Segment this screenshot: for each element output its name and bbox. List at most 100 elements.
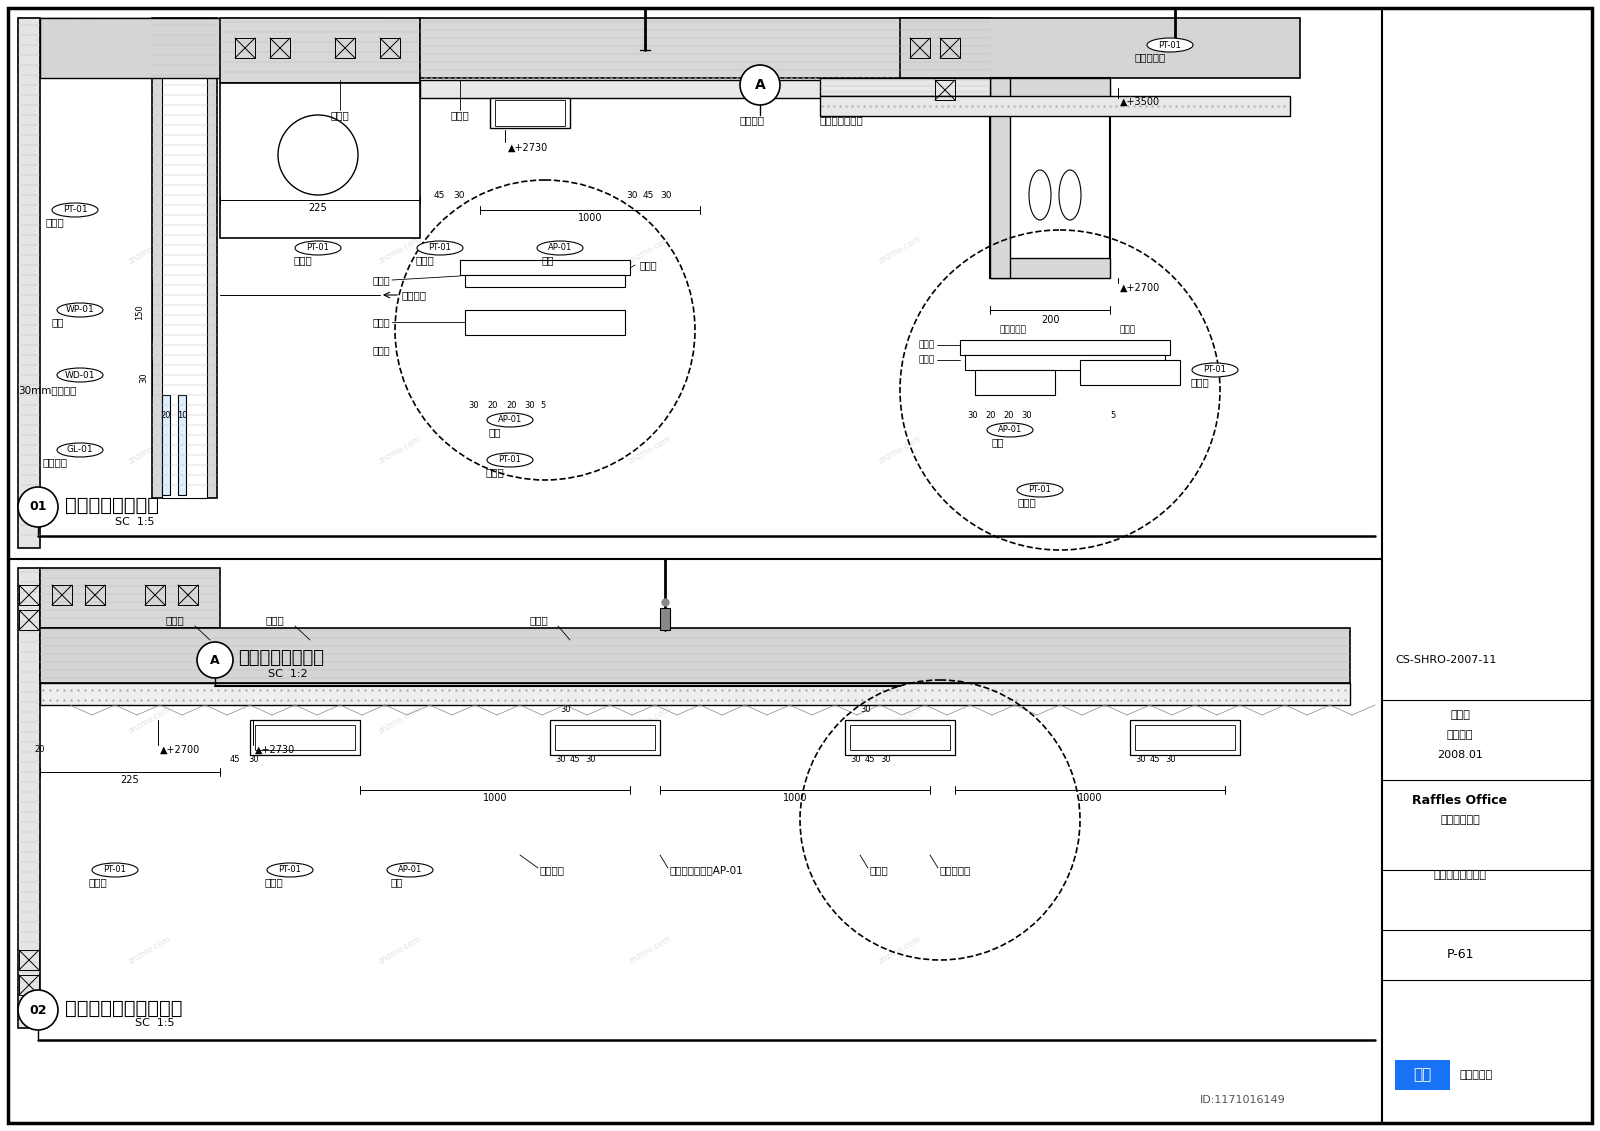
Text: ▲+2730: ▲+2730 bbox=[254, 745, 296, 756]
Ellipse shape bbox=[486, 413, 533, 428]
Text: AP-01: AP-01 bbox=[547, 243, 573, 252]
Text: ▲+2700: ▲+2700 bbox=[160, 745, 200, 756]
Bar bbox=[178, 395, 186, 495]
Bar bbox=[152, 18, 218, 498]
Text: PT-01: PT-01 bbox=[307, 243, 330, 252]
Text: AP-01: AP-01 bbox=[998, 425, 1022, 434]
Text: 30mm木线收边: 30mm木线收边 bbox=[18, 385, 77, 395]
Ellipse shape bbox=[1018, 483, 1062, 497]
Text: 墙布: 墙布 bbox=[51, 317, 64, 327]
Text: 升降投影屏节点示意图: 升降投影屏节点示意图 bbox=[66, 999, 182, 1018]
Text: PT-01: PT-01 bbox=[104, 865, 126, 874]
Bar bbox=[1080, 360, 1181, 385]
Text: znzmo.com: znzmo.com bbox=[378, 934, 422, 966]
Ellipse shape bbox=[51, 202, 98, 217]
Bar bbox=[51, 585, 72, 605]
Bar bbox=[965, 355, 1165, 370]
Bar bbox=[18, 18, 40, 549]
Bar bbox=[819, 78, 990, 96]
Text: 乳胶漆: 乳胶漆 bbox=[416, 254, 434, 265]
Bar bbox=[974, 370, 1054, 395]
Text: ▲+2700: ▲+2700 bbox=[1120, 283, 1160, 293]
Text: 5: 5 bbox=[1110, 411, 1115, 420]
Ellipse shape bbox=[1147, 38, 1194, 52]
Ellipse shape bbox=[294, 241, 341, 254]
Bar bbox=[419, 80, 990, 98]
Ellipse shape bbox=[58, 443, 102, 457]
Text: 30: 30 bbox=[626, 190, 637, 199]
Text: 沾贴膜: 沾贴膜 bbox=[165, 615, 184, 625]
Text: 200: 200 bbox=[1040, 316, 1059, 325]
Text: 20: 20 bbox=[35, 745, 45, 754]
Circle shape bbox=[18, 990, 58, 1030]
Ellipse shape bbox=[93, 863, 138, 877]
Text: 大会议天花节点图: 大会议天花节点图 bbox=[66, 495, 158, 515]
Text: AP-01: AP-01 bbox=[498, 415, 522, 424]
Text: 铝板: 铝板 bbox=[992, 437, 1005, 447]
Text: PT-01: PT-01 bbox=[429, 243, 451, 252]
Bar bbox=[850, 725, 950, 750]
Text: A: A bbox=[210, 654, 219, 666]
Text: 铝合金配件: 铝合金配件 bbox=[1000, 326, 1027, 335]
Text: 百叶窗帘: 百叶窗帘 bbox=[402, 290, 427, 300]
Circle shape bbox=[18, 487, 58, 527]
Ellipse shape bbox=[1192, 363, 1238, 377]
Text: 30: 30 bbox=[880, 756, 891, 765]
Text: 沾贴膜: 沾贴膜 bbox=[331, 110, 349, 120]
Bar bbox=[899, 18, 1299, 78]
Text: znzmo.com: znzmo.com bbox=[378, 705, 422, 736]
Text: 45: 45 bbox=[570, 756, 581, 765]
Text: 20: 20 bbox=[160, 411, 171, 420]
Text: 20: 20 bbox=[986, 411, 995, 420]
Bar bbox=[466, 275, 626, 287]
Bar bbox=[990, 78, 1110, 278]
Circle shape bbox=[739, 64, 781, 105]
Text: PT-01: PT-01 bbox=[1203, 365, 1227, 374]
Bar bbox=[466, 310, 626, 335]
Text: znzmo.com: znzmo.com bbox=[627, 434, 674, 466]
Text: SC  1:2: SC 1:2 bbox=[269, 670, 307, 679]
Text: znzmo.com: znzmo.com bbox=[126, 434, 173, 466]
Bar bbox=[990, 78, 1110, 98]
Text: 原天花灯槽: 原天花灯槽 bbox=[1134, 52, 1166, 62]
Bar bbox=[162, 395, 170, 495]
Circle shape bbox=[278, 115, 358, 195]
Text: ID:1171016149: ID:1171016149 bbox=[1200, 1095, 1286, 1105]
Ellipse shape bbox=[58, 303, 102, 317]
Text: 乳胶漆: 乳胶漆 bbox=[88, 877, 107, 887]
Bar bbox=[960, 340, 1170, 355]
Text: 硅钙板: 硅钙板 bbox=[373, 317, 390, 327]
Bar bbox=[40, 568, 221, 628]
Ellipse shape bbox=[418, 241, 462, 254]
Bar bbox=[661, 608, 670, 630]
Text: 1000: 1000 bbox=[578, 213, 602, 223]
Bar bbox=[1395, 1060, 1450, 1090]
Ellipse shape bbox=[486, 454, 533, 467]
Bar bbox=[146, 585, 165, 605]
Text: znzmo.com: znzmo.com bbox=[877, 934, 923, 966]
Text: PT-01: PT-01 bbox=[499, 456, 522, 465]
Text: WP-01: WP-01 bbox=[66, 305, 94, 314]
Text: 20: 20 bbox=[506, 400, 517, 409]
Bar bbox=[490, 98, 570, 128]
Text: znzmo.com: znzmo.com bbox=[627, 934, 674, 966]
Ellipse shape bbox=[538, 241, 582, 254]
Text: 30: 30 bbox=[525, 400, 534, 409]
Text: 30: 30 bbox=[1165, 756, 1176, 765]
Text: znzmo.com: znzmo.com bbox=[627, 705, 674, 736]
Ellipse shape bbox=[58, 368, 102, 382]
Text: 30: 30 bbox=[453, 190, 464, 199]
Text: 硅钙板: 硅钙板 bbox=[266, 615, 283, 625]
Text: A: A bbox=[755, 78, 765, 92]
Text: 硅钙板: 硅钙板 bbox=[918, 355, 934, 364]
Bar bbox=[334, 38, 355, 58]
Text: ▲+3500: ▲+3500 bbox=[1120, 97, 1160, 107]
Text: 大会议天花大样图: 大会议天花大样图 bbox=[238, 649, 323, 667]
Text: 30: 30 bbox=[1021, 411, 1032, 420]
Bar bbox=[85, 585, 106, 605]
Text: 30: 30 bbox=[966, 411, 978, 420]
Bar bbox=[221, 18, 419, 83]
Text: 20: 20 bbox=[486, 400, 498, 409]
Text: 乳胶漆: 乳胶漆 bbox=[1190, 377, 1210, 387]
Bar bbox=[910, 38, 930, 58]
